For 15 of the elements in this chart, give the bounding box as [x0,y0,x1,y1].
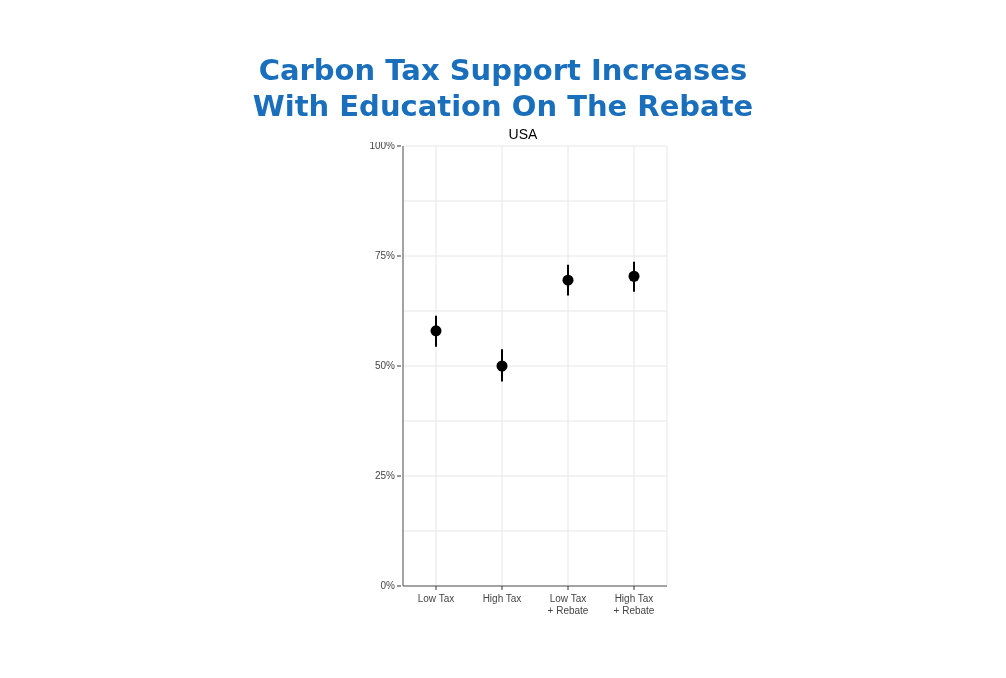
point [562,274,574,286]
y-tick-label: 25% [374,470,396,481]
chart-title: Carbon Tax Support Increases With Education On The Rebate [251,52,755,124]
y-tick-label: 50% [374,360,396,371]
y-tick-label: 100% [369,140,396,151]
y-tick-label: 75% [374,250,396,261]
y-tick-label: 0% [380,580,396,591]
x-tick-label: High Tax + Rebate [613,593,655,616]
point [496,360,508,372]
point [628,270,640,282]
x-tick-label: Low Tax [417,593,455,604]
x-tick-label: Low Tax + Rebate [547,593,589,616]
chart-subtitle: USA [508,126,538,142]
point [430,325,442,337]
x-tick-label: High Tax [482,593,522,604]
